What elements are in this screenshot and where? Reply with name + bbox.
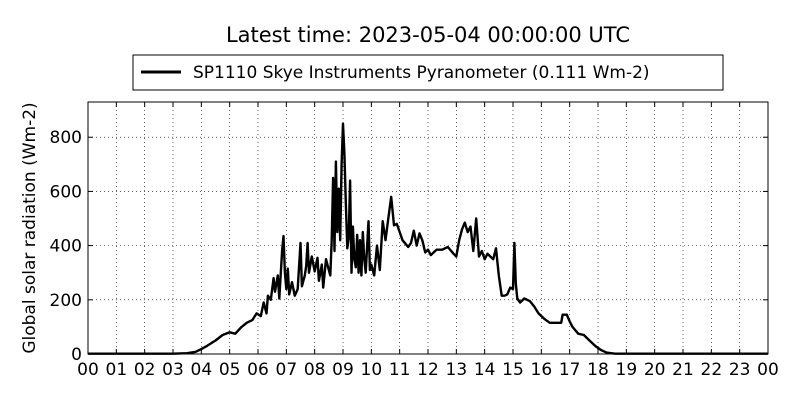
x-tick-label: 10 — [361, 360, 383, 380]
y-tick-label: 400 — [50, 237, 82, 257]
y-tick-labels: 0 200 400 600 800 — [50, 128, 82, 365]
y-tick-label: 800 — [50, 128, 82, 148]
grid-lines — [88, 102, 768, 354]
x-tick-label: 23 — [729, 360, 751, 380]
x-tick-label: 19 — [616, 360, 638, 380]
y-tick-label: 0 — [71, 345, 82, 365]
legend-box — [132, 54, 724, 91]
x-tick-label: 04 — [191, 360, 213, 380]
x-tick-label: 21 — [672, 360, 694, 380]
x-tick-label: 02 — [134, 360, 156, 380]
legend-series-label: SP1110 Skye Instruments Pyranometer (0.1… — [193, 63, 650, 83]
series-line-pyranometer — [88, 122, 768, 355]
x-tick-label: 16 — [531, 360, 553, 380]
x-tick-label: 00 — [77, 360, 99, 380]
axis-ticks — [87, 102, 769, 355]
x-tick-label: 20 — [644, 360, 666, 380]
y-tick-label: 600 — [50, 182, 82, 202]
x-tick-label: 13 — [446, 360, 468, 380]
x-tick-label: 12 — [417, 360, 439, 380]
x-tick-label: 03 — [162, 360, 184, 380]
x-tick-label: 15 — [502, 360, 524, 380]
x-tick-label: 00 — [757, 360, 779, 380]
x-tick-label: 17 — [559, 360, 581, 380]
x-tick-label: 09 — [332, 360, 354, 380]
x-tick-label: 05 — [219, 360, 241, 380]
x-tick-label: 14 — [474, 360, 496, 380]
y-axis-label: Global solar radiation (Wm-2) — [20, 102, 40, 353]
plot-frame — [87, 101, 769, 355]
legend: SP1110 Skye Instruments Pyranometer (0.1… — [132, 54, 724, 91]
x-tick-label: 01 — [106, 360, 128, 380]
x-tick-label: 18 — [587, 360, 609, 380]
x-tick-label: 08 — [304, 360, 326, 380]
x-tick-label: 22 — [701, 360, 723, 380]
x-tick-labels: 00 01 02 03 04 05 06 07 08 09 10 11 12 13 14 15 16 17 18 19… — [77, 360, 779, 380]
y-tick-label: 200 — [50, 291, 82, 311]
chart-title: Latest time: 2023-05-04 00:00:00 UTC — [226, 23, 630, 47]
x-tick-label: 06 — [247, 360, 269, 380]
x-tick-label: 07 — [276, 360, 298, 380]
x-tick-label: 11 — [389, 360, 411, 380]
